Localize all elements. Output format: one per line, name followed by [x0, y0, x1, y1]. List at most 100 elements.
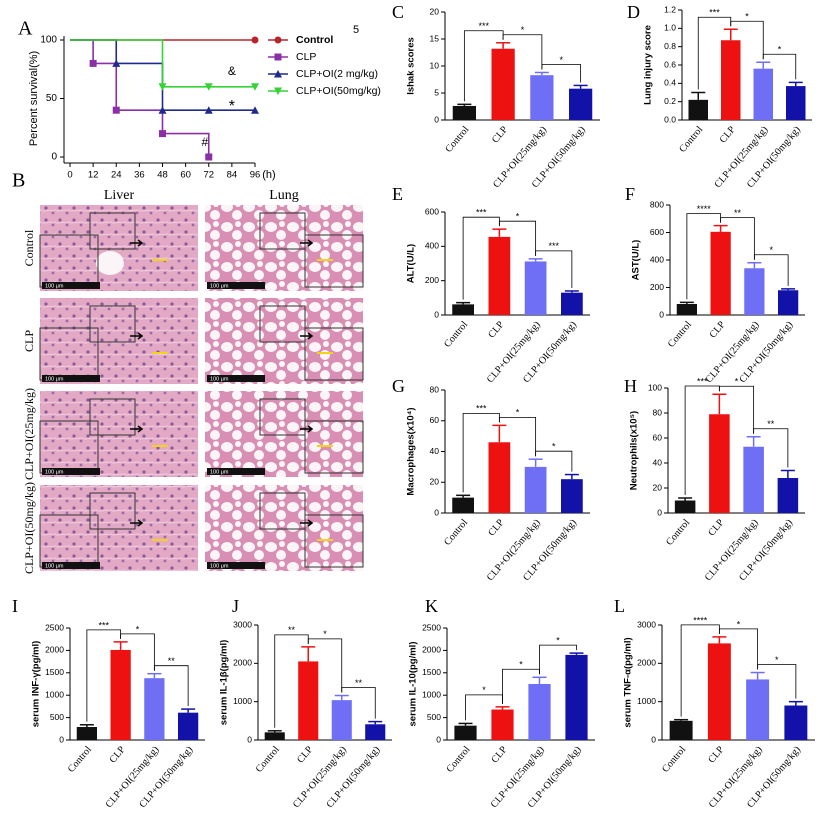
marker	[89, 59, 97, 67]
significance-bracket	[753, 428, 789, 468]
x-tick-label: CLP	[490, 124, 510, 145]
legend-label: CLP	[296, 51, 316, 63]
bar	[674, 500, 696, 513]
significance-bracket	[730, 20, 764, 60]
micrograph	[40, 205, 198, 291]
y-tick-label: 0	[434, 507, 439, 517]
y-tick-label: 0.8	[664, 41, 676, 51]
x-tick-label: Control	[254, 744, 282, 775]
significance-bracket	[153, 665, 189, 707]
significance-bracket	[718, 385, 755, 434]
bar	[777, 478, 799, 513]
panel-letter: I	[12, 596, 18, 616]
x-tick-label: 84	[227, 170, 238, 181]
annotation: *	[229, 98, 235, 115]
bar	[488, 236, 511, 315]
y-tick-label: 80	[430, 384, 440, 394]
panel-letter: E	[392, 184, 403, 204]
histology-panel: B Liver Lung Control 100 μm 100 μm CLP 100 μm 10…	[12, 170, 364, 574]
annotation: 5	[353, 24, 359, 36]
x-tick-label: Control	[66, 744, 94, 775]
roi-box	[259, 212, 306, 250]
annotation: &	[228, 64, 236, 78]
y-tick-label: 0.4	[664, 78, 676, 88]
y-tick-label: 2000	[233, 658, 252, 668]
significance-label: **	[168, 656, 176, 666]
y-tick-label: 0	[436, 734, 441, 744]
scale-bar	[42, 375, 100, 382]
y-tick-label: 1.0	[664, 23, 676, 33]
bar	[524, 466, 547, 513]
micrograph	[40, 391, 198, 477]
y-tick-label: 0	[59, 734, 64, 744]
micrograph	[205, 391, 363, 477]
panel-letter: C	[392, 2, 404, 22]
significance-label: *	[136, 624, 140, 634]
significance-bracket	[720, 217, 755, 260]
scale-bar-label: 100 μm	[210, 563, 229, 569]
bar	[524, 261, 547, 315]
y-tick-label: 15	[430, 33, 440, 43]
y-axis-label: serum IL-10(pg/ml)	[408, 642, 419, 727]
significance-label: *	[735, 377, 739, 387]
x-axis-label: (h)	[262, 169, 275, 181]
y-tick-label: 100	[648, 382, 662, 392]
significance-label: *	[737, 619, 741, 629]
row-label: CLP+OI(50mg/kg)	[22, 482, 36, 574]
significance-label: ***	[476, 208, 487, 218]
significance-label: *	[559, 55, 563, 65]
bar	[264, 732, 285, 740]
scale-bar	[207, 468, 265, 475]
significance-label: **	[355, 678, 363, 688]
panel-letter: H	[624, 376, 637, 396]
bar	[528, 684, 551, 740]
significance-label: *	[521, 25, 525, 35]
significance-label: *	[775, 655, 779, 665]
roi-box	[259, 398, 306, 436]
bar	[454, 725, 477, 740]
x-tick-label: Control	[664, 517, 692, 548]
panel-letter: B	[12, 170, 25, 192]
micrograph	[205, 205, 363, 291]
bar	[753, 68, 773, 120]
significance-label: ***	[548, 241, 559, 251]
bar	[76, 727, 97, 740]
y-tick-label: 2500	[45, 622, 64, 632]
significance-label: **	[734, 208, 742, 218]
step-line	[70, 39, 210, 157]
y-tick-label: 0	[247, 734, 252, 744]
panel-letter: A	[18, 18, 33, 40]
micrograph	[40, 298, 198, 384]
roi-box	[89, 398, 136, 436]
micrograph	[205, 298, 363, 384]
bar	[488, 442, 511, 513]
bar	[721, 40, 741, 120]
x-tick-label: Control	[444, 744, 472, 775]
x-tick-label: CLP	[718, 124, 738, 145]
y-tick-label: 60	[430, 415, 440, 425]
legend-marker	[274, 53, 282, 61]
scale-bar-label: 100 μm	[45, 563, 64, 569]
bar	[784, 705, 808, 740]
y-tick-label: 500	[50, 712, 64, 722]
x-tick-label: 60	[180, 170, 191, 181]
y-tick-label: 0	[434, 114, 439, 124]
y-tick-label: 20	[430, 6, 440, 16]
significance-bracket	[539, 644, 577, 675]
inset-box	[304, 234, 364, 288]
x-tick-label: CLP	[707, 319, 727, 340]
bar	[561, 292, 583, 315]
significance-bracket	[307, 638, 343, 693]
significance-bracket	[535, 250, 573, 288]
x-tick-label: 72	[203, 170, 214, 181]
significance-label: *	[552, 442, 556, 452]
marker	[158, 83, 167, 91]
arrow	[130, 425, 144, 433]
y-tick-label: 800	[650, 199, 664, 209]
y-tick-label: 1000	[233, 696, 252, 706]
arrow	[300, 519, 314, 527]
marker	[251, 36, 259, 44]
legend-label: CLP+OI(2 mg/kg)	[296, 68, 378, 80]
x-tick-label: 0	[67, 170, 72, 181]
